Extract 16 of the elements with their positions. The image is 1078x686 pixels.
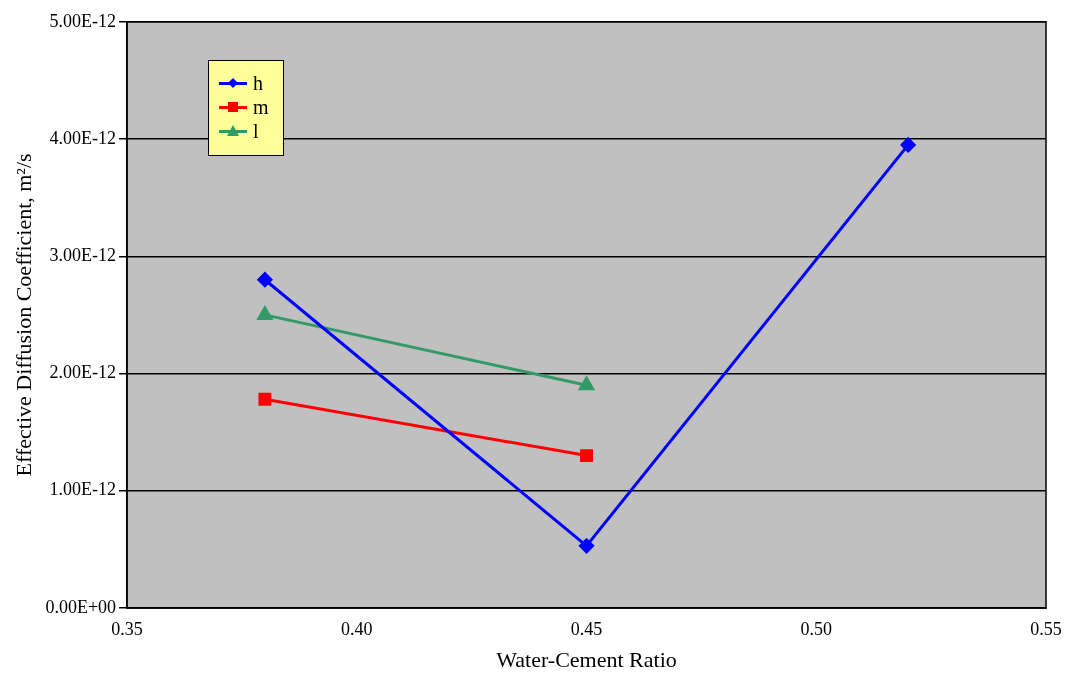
y-tick-label: 5.00E-12 xyxy=(49,10,117,31)
y-tick-label: 0.00E+00 xyxy=(45,596,117,617)
legend-label: l xyxy=(253,119,259,143)
x-tick-label: 0.50 xyxy=(800,618,833,639)
x-tick-label: 0.45 xyxy=(570,618,603,639)
y-tick-label: 1.00E-12 xyxy=(49,479,117,500)
legend-label: h xyxy=(253,71,263,95)
y-tick-label: 3.00E-12 xyxy=(49,245,117,266)
y-tick-label: 4.00E-12 xyxy=(49,127,117,148)
x-tick-label: 0.40 xyxy=(341,618,373,639)
y-tick-label: 2.00E-12 xyxy=(49,362,117,383)
x-tick-label: 0.55 xyxy=(1030,618,1062,639)
y-axis-title: Effective Diffusion Coefficient, m²/s xyxy=(10,153,36,477)
x-tick-label: 0.35 xyxy=(111,618,143,639)
x-axis-title: Water-Cement Ratio xyxy=(496,646,677,672)
legend-label: m xyxy=(253,95,269,119)
